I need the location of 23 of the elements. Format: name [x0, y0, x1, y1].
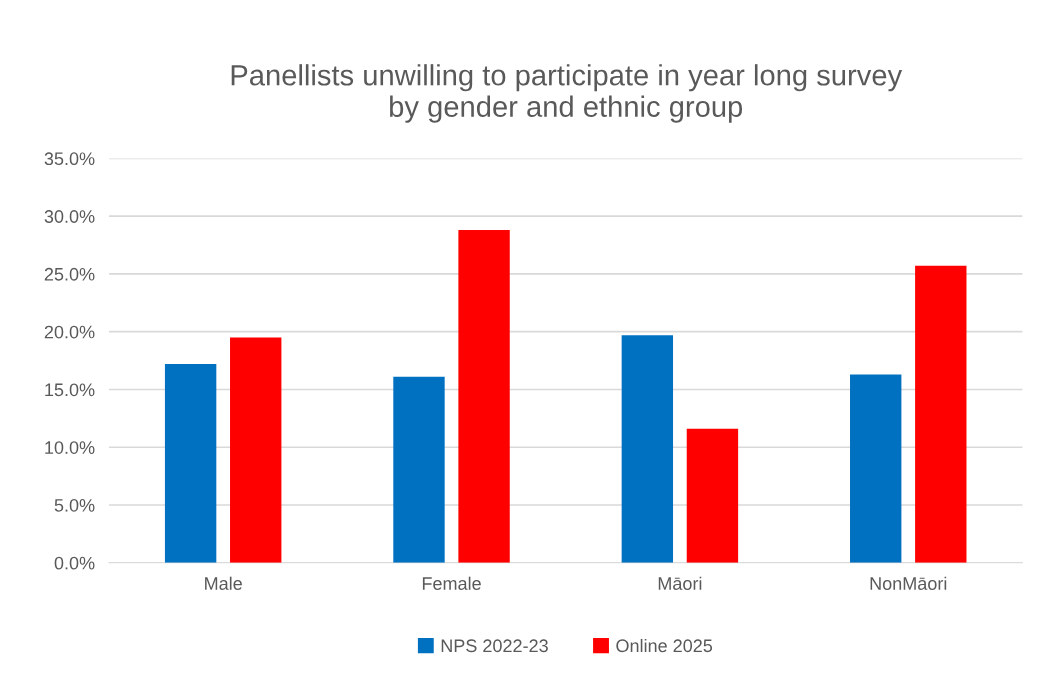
- bar: [915, 265, 967, 563]
- y-tick-label: 15.0%: [45, 383, 95, 397]
- y-tick-label: 35.0%: [44, 152, 95, 166]
- legend-label: NPS 2022-23: [441, 639, 548, 653]
- bar: [164, 364, 217, 563]
- legend-label: Online 2025: [616, 638, 713, 653]
- x-tick-label: Māori: [658, 576, 702, 590]
- x-tick-label: Female: [422, 576, 481, 590]
- chart-title: Panellists unwilling to participate in year long survey by gender and ethnic group: [231, 64, 903, 123]
- bar: [686, 428, 739, 563]
- bar: [621, 335, 674, 563]
- bar: [230, 337, 282, 563]
- y-tick-label: 30.0%: [44, 210, 95, 223]
- y-tick-label: 0.0%: [54, 556, 95, 570]
- bar: [458, 230, 510, 563]
- y-tick-label: 10.0%: [45, 441, 95, 454]
- bar: [850, 374, 902, 563]
- y-tick-label: 25.0%: [44, 267, 95, 281]
- x-tick-label: NonMāori: [870, 576, 947, 590]
- x-tick-label: Male: [205, 576, 242, 590]
- y-tick-label: 20.0%: [44, 325, 95, 339]
- y-tick-label: 5.0%: [54, 498, 95, 512]
- bar: [393, 376, 445, 563]
